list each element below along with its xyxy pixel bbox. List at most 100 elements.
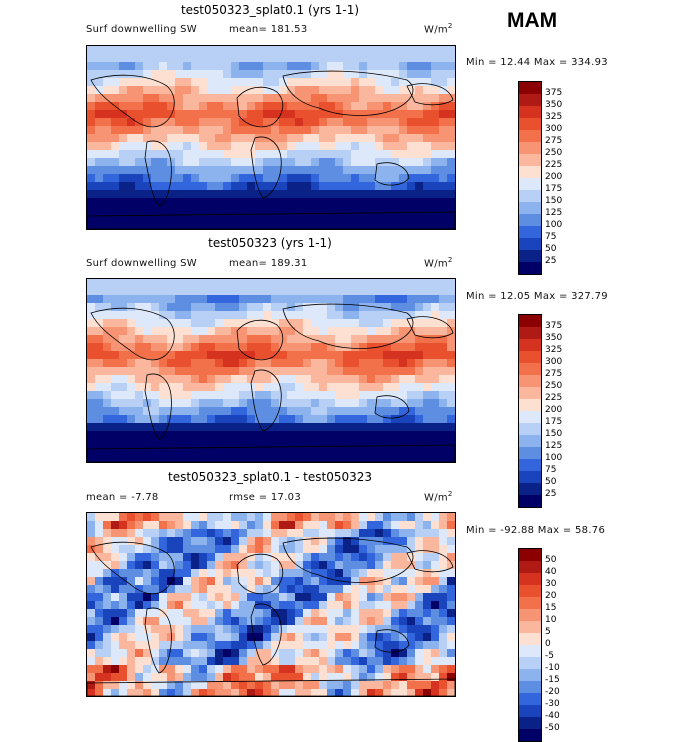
colorbar-tick-label: 300: [545, 357, 563, 367]
colorbar-tick-label: -5: [545, 651, 554, 661]
colorbar-swatch: [519, 399, 541, 411]
colorbar-swatch: [519, 609, 541, 621]
colorbar-tick-label: 150: [545, 429, 563, 439]
colorbar-tick-label: 250: [545, 381, 563, 391]
panel-3-rmse-label: rmse = 17.03: [229, 492, 302, 503]
colorbar-tick-label: 375: [545, 321, 563, 331]
colorbar-tick-label: 50: [545, 244, 557, 254]
colorbar-swatch: [519, 669, 541, 681]
colorbar-swatch: [519, 705, 541, 717]
panel-3-map: [86, 512, 456, 697]
panel-1-title: test050323_splat0.1 (yrs 1-1): [180, 3, 360, 17]
season-label: MAM: [507, 9, 558, 32]
panel-1-mean-label: mean= 181.53: [229, 24, 308, 35]
colorbar-tick-label: -15: [545, 675, 560, 685]
panel-2-colorbar: [518, 314, 542, 508]
panel-2-map-field: [87, 279, 455, 462]
colorbar-swatch: [519, 262, 541, 274]
colorbar-tick-label: 10: [545, 615, 557, 625]
colorbar-swatch: [519, 118, 541, 130]
panel-3-title: test050323_splat0.1 - test050323: [167, 470, 372, 484]
colorbar-tick-label: 175: [545, 417, 563, 427]
colorbar-swatch: [519, 154, 541, 166]
colorbar-tick-label: 225: [545, 393, 563, 403]
colorbar-swatch: [519, 483, 541, 495]
colorbar-swatch: [519, 657, 541, 669]
panel-1-variable-label: Surf downwelling SW: [86, 24, 197, 35]
colorbar-tick-label: 75: [545, 465, 557, 475]
panel-3-minmax: Min = -92.88 Max = 58.76: [466, 525, 606, 536]
colorbar-tick-label: 175: [545, 184, 563, 194]
colorbar-tick-label: 50: [545, 477, 557, 487]
panel-3-colorbar: [518, 548, 542, 742]
colorbar-tick-label: 300: [545, 124, 563, 134]
colorbar-swatch: [519, 717, 541, 729]
colorbar-swatch: [519, 621, 541, 633]
panel-3-map-field: [87, 513, 455, 696]
colorbar-tick-label: -20: [545, 687, 560, 697]
colorbar-swatch: [519, 495, 541, 507]
panel-2-variable-label: Surf downwelling SW: [86, 258, 197, 269]
colorbar-tick-label: 375: [545, 88, 563, 98]
panel-1-map: [86, 45, 456, 230]
colorbar-tick-label: 30: [545, 579, 557, 589]
colorbar-tick-label: 50: [545, 555, 557, 565]
colorbar-swatch: [519, 597, 541, 609]
colorbar-tick-label: 100: [545, 220, 563, 230]
colorbar-swatch: [519, 573, 541, 585]
colorbar-tick-label: -30: [545, 699, 560, 709]
colorbar-tick-label: 15: [545, 603, 557, 613]
panel-2-units: W/m2: [424, 256, 453, 270]
colorbar-swatch: [519, 327, 541, 339]
panel-2-title: test050323 (yrs 1-1): [208, 236, 332, 250]
colorbar-swatch: [519, 190, 541, 202]
colorbar-swatch: [519, 681, 541, 693]
colorbar-tick-label: 350: [545, 100, 563, 110]
colorbar-swatch: [519, 94, 541, 106]
colorbar-tick-label: 325: [545, 112, 563, 122]
colorbar-tick-label: 25: [545, 256, 557, 266]
colorbar-tick-label: 275: [545, 369, 563, 379]
colorbar-tick-label: 25: [545, 489, 557, 499]
colorbar-tick-label: 75: [545, 232, 557, 242]
colorbar-tick-label: 0: [545, 639, 551, 649]
panel-1-map-field: [87, 46, 455, 229]
colorbar-tick-label: -40: [545, 711, 560, 721]
colorbar-swatch: [519, 585, 541, 597]
colorbar-tick-label: 275: [545, 136, 563, 146]
colorbar-swatch: [519, 447, 541, 459]
colorbar-swatch: [519, 471, 541, 483]
colorbar-swatch: [519, 315, 541, 327]
colorbar-tick-label: 40: [545, 567, 557, 577]
colorbar-swatch: [519, 549, 541, 561]
panel-3-units: W/m2: [424, 490, 453, 504]
colorbar-swatch: [519, 226, 541, 238]
panel-1-minmax: Min = 12.44 Max = 334.93: [466, 57, 608, 68]
colorbar-tick-label: -10: [545, 663, 560, 673]
colorbar-tick-label: 200: [545, 172, 563, 182]
colorbar-swatch: [519, 82, 541, 94]
panel-2-map: [86, 278, 456, 463]
panel-3-mean-label: mean = -7.78: [86, 492, 159, 503]
panel-2-minmax: Min = 12.05 Max = 327.79: [466, 291, 608, 302]
colorbar-swatch: [519, 645, 541, 657]
colorbar-swatch: [519, 561, 541, 573]
colorbar-tick-label: 125: [545, 441, 563, 451]
colorbar-swatch: [519, 142, 541, 154]
colorbar-swatch: [519, 435, 541, 447]
panel-2-mean-label: mean= 189.31: [229, 258, 308, 269]
colorbar-swatch: [519, 363, 541, 375]
colorbar-tick-label: 225: [545, 160, 563, 170]
colorbar-tick-label: -50: [545, 723, 560, 733]
colorbar-swatch: [519, 238, 541, 250]
colorbar-swatch: [519, 375, 541, 387]
colorbar-swatch: [519, 693, 541, 705]
colorbar-swatch: [519, 387, 541, 399]
colorbar-swatch: [519, 411, 541, 423]
colorbar-swatch: [519, 178, 541, 190]
colorbar-tick-label: 125: [545, 208, 563, 218]
colorbar-swatch: [519, 106, 541, 118]
colorbar-swatch: [519, 130, 541, 142]
panel-1-units: W/m2: [424, 22, 453, 36]
colorbar-swatch: [519, 250, 541, 262]
